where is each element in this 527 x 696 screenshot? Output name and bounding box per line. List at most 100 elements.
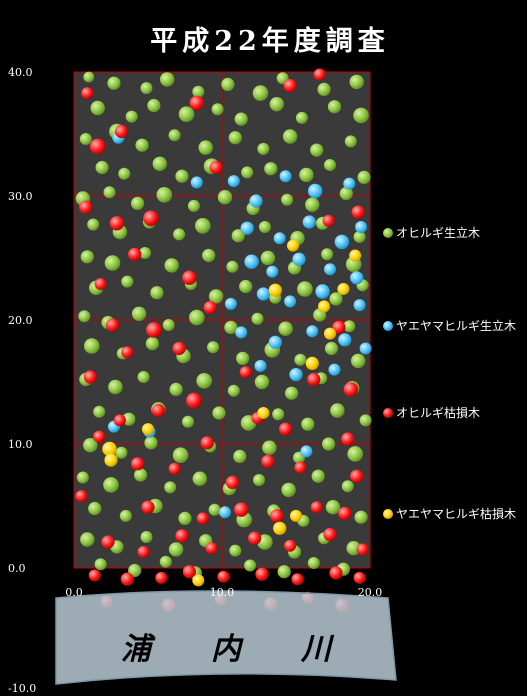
- legend-marker-0: [383, 228, 393, 238]
- point-s0-16: [269, 97, 284, 112]
- point-s0-89: [343, 320, 356, 333]
- legend-marker-2: [383, 408, 393, 418]
- point-s1-3: [308, 183, 323, 199]
- point-s0-71: [121, 275, 134, 288]
- river-annotation: 浦 内 川: [55, 590, 397, 685]
- point-s0-39: [357, 170, 371, 184]
- point-s0-28: [310, 143, 324, 157]
- point-s0-137: [281, 482, 296, 498]
- point-s0-148: [325, 500, 341, 515]
- point-s0-139: [341, 480, 354, 493]
- point-s0-27: [282, 129, 298, 144]
- point-s0-103: [169, 382, 183, 396]
- point-s0-62: [139, 247, 151, 259]
- point-s0-10: [90, 100, 105, 116]
- point-s0-153: [168, 542, 184, 557]
- point-s1-0: [227, 175, 240, 188]
- point-s1-14: [350, 271, 364, 285]
- point-s0-4: [192, 85, 205, 98]
- point-s1-18: [315, 284, 330, 299]
- point-s0-31: [118, 167, 131, 180]
- point-s0-119: [359, 414, 372, 427]
- point-s2-50: [248, 531, 262, 545]
- point-s0-56: [258, 221, 271, 233]
- river-label: 浦 内 川: [121, 632, 335, 667]
- point-s2-33: [131, 457, 145, 471]
- point-s0-44: [187, 199, 200, 212]
- point-s2-16: [146, 322, 162, 338]
- point-s2-13: [182, 270, 197, 285]
- point-s0-8: [317, 82, 331, 96]
- point-s3-2: [318, 300, 331, 313]
- point-s1-11: [266, 265, 279, 278]
- y-tick-label-5: -10.0: [8, 682, 36, 695]
- point-s2-47: [137, 545, 150, 558]
- point-s0-136: [253, 474, 265, 486]
- point-s2-39: [75, 490, 88, 503]
- point-s0-128: [322, 437, 336, 451]
- point-s0-162: [159, 555, 172, 568]
- point-s2-61: [329, 566, 343, 580]
- point-s0-66: [260, 250, 276, 266]
- y-tick-label-4: 0.0: [8, 562, 26, 575]
- point-s2-5: [89, 138, 106, 155]
- point-s0-15: [234, 112, 248, 126]
- point-s2-46: [101, 535, 115, 549]
- point-s2-19: [121, 346, 134, 359]
- point-s0-150: [80, 532, 95, 547]
- point-s0-26: [257, 142, 270, 155]
- point-s2-3: [313, 68, 326, 81]
- point-s2-35: [261, 454, 275, 468]
- chart-title: 平成22年度調査: [150, 25, 390, 57]
- point-s3-1: [268, 283, 282, 297]
- point-s1-21: [268, 335, 282, 349]
- point-s0-14: [211, 103, 224, 116]
- x-tick-label-0: 0.0: [65, 586, 83, 599]
- point-s2-49: [205, 542, 218, 555]
- point-s0-87: [278, 321, 293, 336]
- point-s0-102: [137, 371, 150, 383]
- point-s2-1: [189, 95, 204, 111]
- point-s0-82: [131, 306, 147, 321]
- point-s0-32: [152, 156, 167, 171]
- point-s0-60: [80, 250, 94, 264]
- point-s2-24: [343, 382, 358, 397]
- point-s0-9: [349, 74, 364, 90]
- point-s0-97: [294, 353, 307, 366]
- point-s0-72: [150, 286, 164, 300]
- point-s0-99: [351, 353, 366, 369]
- y-tick-label-0: 40.0: [8, 66, 33, 79]
- point-s1-24: [359, 342, 372, 355]
- point-s2-38: [350, 469, 364, 483]
- point-s2-34: [168, 462, 181, 475]
- legend-marker-1: [383, 321, 393, 331]
- point-s2-57: [182, 565, 196, 579]
- point-s1-27: [328, 363, 341, 376]
- point-s2-0: [81, 87, 94, 100]
- point-s2-10: [322, 214, 335, 227]
- point-s3-6: [305, 356, 319, 370]
- point-s0-49: [339, 186, 353, 201]
- point-s3-12: [290, 509, 302, 522]
- point-s0-104: [196, 373, 212, 389]
- point-s0-80: [78, 310, 91, 323]
- point-s0-129: [347, 446, 364, 462]
- y-tick-label-2: 20.0: [8, 314, 33, 327]
- point-s0-48: [305, 197, 320, 212]
- point-s2-15: [105, 318, 120, 332]
- point-s0-101: [108, 379, 123, 395]
- point-s0-125: [233, 449, 247, 463]
- point-s0-84: [189, 309, 205, 326]
- point-s1-7: [302, 215, 316, 229]
- point-s0-95: [236, 351, 250, 365]
- point-s0-113: [182, 415, 194, 428]
- point-s0-83: [162, 319, 175, 331]
- point-s0-160: [94, 558, 107, 571]
- point-s2-41: [196, 512, 209, 525]
- point-s2-30: [93, 430, 106, 443]
- point-s0-0: [83, 71, 95, 83]
- point-s3-4: [349, 249, 362, 262]
- point-s2-32: [341, 432, 355, 446]
- point-s2-54: [88, 569, 101, 582]
